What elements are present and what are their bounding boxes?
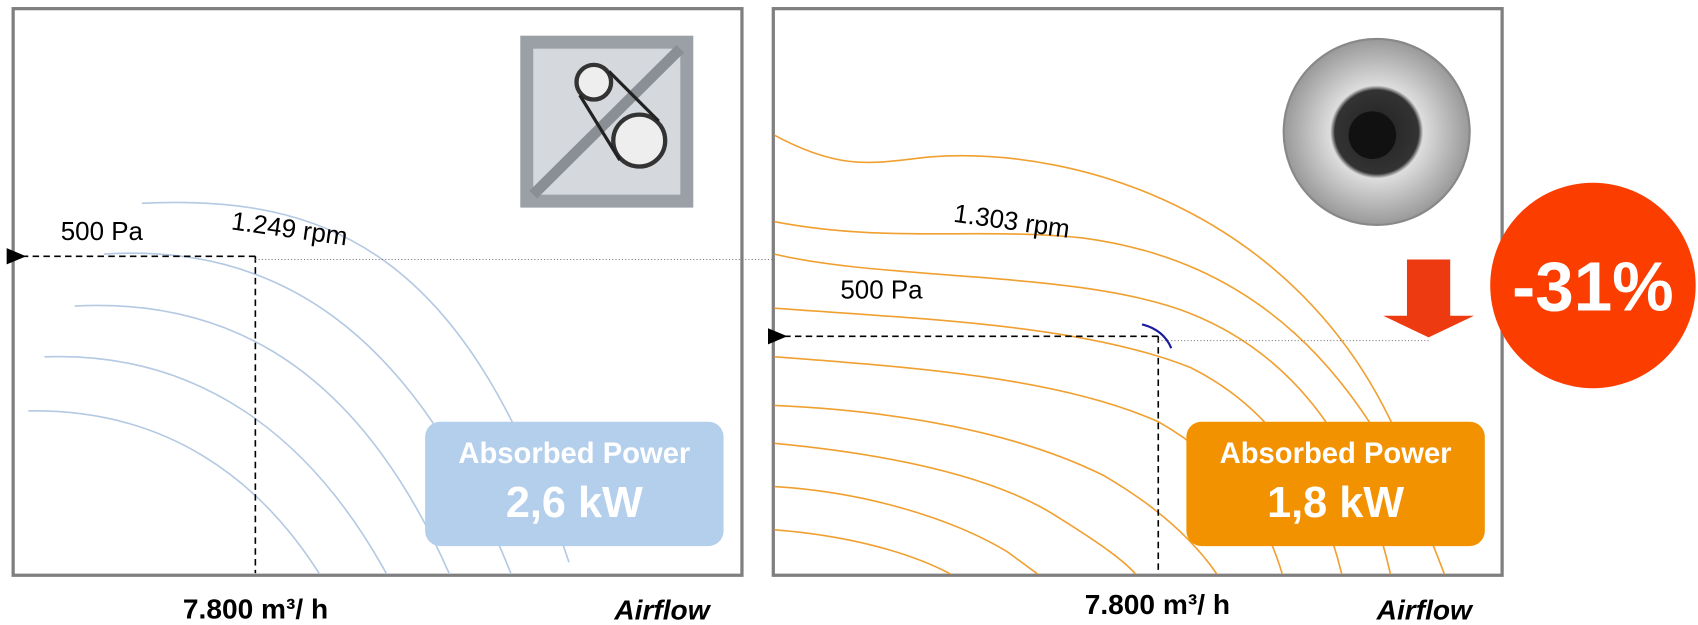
power-box <box>1186 421 1485 547</box>
reduction-badge <box>1490 182 1696 389</box>
right-fan-icon <box>1282 37 1471 226</box>
axis-label: Airflow <box>1376 595 1474 625</box>
power-label: Absorbed Power <box>1220 438 1452 470</box>
power-box <box>425 421 724 547</box>
pressure-label: 500 Pa <box>61 218 144 246</box>
flow-label: 7.800 m³/ h <box>1085 589 1230 620</box>
flow-label: 7.800 m³/ h <box>183 594 328 625</box>
power-value: 1,8 kW <box>1267 479 1404 527</box>
power-value: 2,6 kW <box>506 479 643 527</box>
operating-point <box>1141 323 1173 349</box>
reduction-value: -31% <box>1512 247 1674 325</box>
power-label: Absorbed Power <box>458 438 690 470</box>
down-arrow <box>1383 259 1474 338</box>
left-fan-icon <box>520 35 694 208</box>
pressure-label: 500 Pa <box>840 276 923 304</box>
axis-label: Airflow <box>613 595 711 625</box>
